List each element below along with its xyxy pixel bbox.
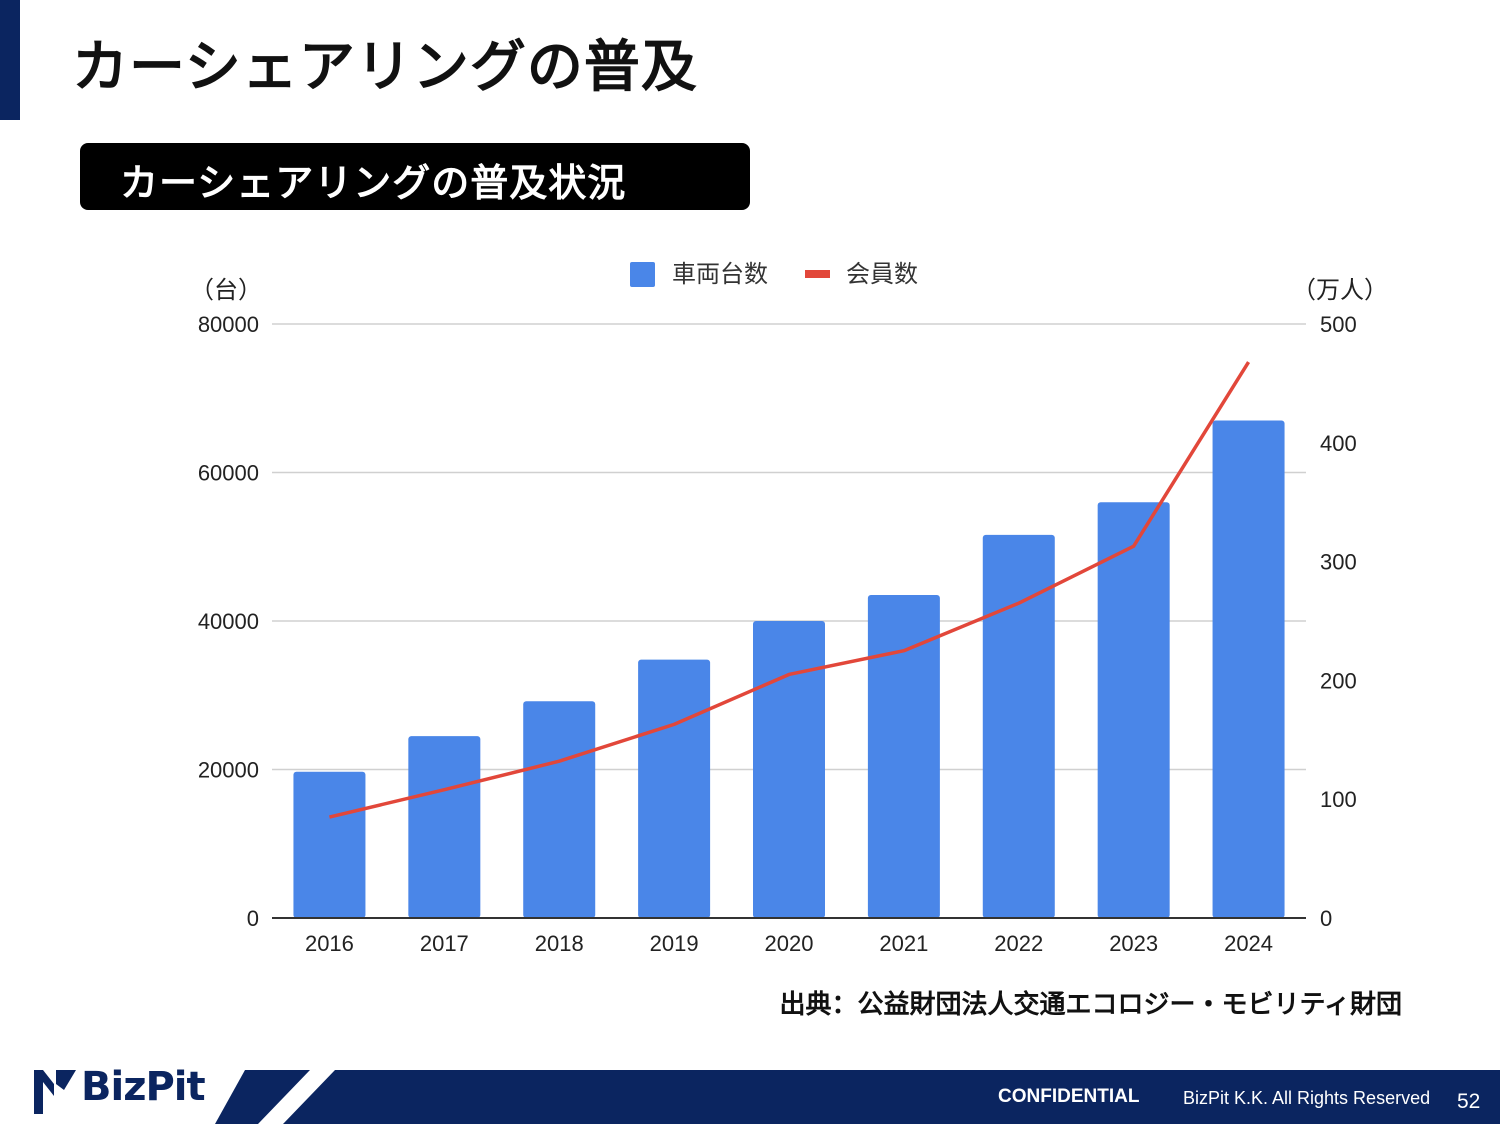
- legend-swatch-line: [805, 270, 830, 278]
- x-tick-label: 2022: [994, 931, 1043, 956]
- y-right-tick-label: 400: [1320, 431, 1357, 456]
- bar: [982, 534, 1055, 918]
- member-line: [329, 361, 1251, 819]
- accent-bar: [0, 0, 20, 120]
- page-title: カーシェアリングの普及: [72, 35, 698, 100]
- y-left-tick-label: 0: [247, 906, 259, 931]
- section-heading-box: カーシェアリングの普及状況: [80, 143, 750, 210]
- bar: [523, 701, 596, 918]
- y-right-tick-label: 100: [1320, 787, 1357, 812]
- x-tick-label: 2023: [1109, 931, 1158, 956]
- x-tick-label: 2017: [420, 931, 469, 956]
- bar: [867, 595, 940, 918]
- bizpit-logo-icon: [34, 1070, 76, 1114]
- section-heading: カーシェアリングの普及状況: [120, 161, 627, 205]
- footer-band: [215, 1070, 1500, 1124]
- x-tick-label: 2019: [650, 931, 699, 956]
- y-left-tick-label: 20000: [198, 758, 259, 783]
- source-note: 出典：公益財団法人交通エコロジー・モビリティ財団: [779, 990, 1402, 1020]
- bar: [753, 621, 825, 918]
- y-left-tick-label: 60000: [198, 461, 259, 486]
- copyright-text: BizPit K.K. All Rights Reserved: [1183, 1088, 1431, 1108]
- logo-text: BizPit: [81, 1064, 206, 1110]
- legend-swatch-bar: [630, 262, 655, 287]
- bar: [1097, 502, 1170, 918]
- y-right-tick-label: 500: [1320, 312, 1357, 337]
- y-right-tick-label: 0: [1320, 906, 1332, 931]
- y-left-tick-label: 40000: [198, 609, 259, 634]
- bar: [638, 659, 711, 918]
- x-tick-label: 2018: [535, 931, 584, 956]
- x-tick-label: 2016: [305, 931, 354, 956]
- bar: [293, 771, 366, 918]
- y-left-tick-label: 80000: [198, 312, 259, 337]
- x-tick-label: 2024: [1224, 931, 1273, 956]
- y-left-unit-label: （台）: [190, 276, 262, 304]
- legend-label-line: 会員数: [846, 260, 918, 288]
- page-number: 52: [1457, 1090, 1481, 1113]
- confidential-label: CONFIDENTIAL: [998, 1086, 1140, 1107]
- x-tick-label: 2020: [765, 931, 814, 956]
- y-right-tick-label: 200: [1320, 668, 1357, 693]
- y-right-tick-label: 300: [1320, 550, 1357, 575]
- y-right-unit-label: （万人）: [1292, 276, 1388, 304]
- legend-label-bar: 車両台数: [672, 260, 768, 288]
- bar: [408, 736, 481, 918]
- x-tick-label: 2021: [879, 931, 928, 956]
- bar: [1212, 420, 1285, 918]
